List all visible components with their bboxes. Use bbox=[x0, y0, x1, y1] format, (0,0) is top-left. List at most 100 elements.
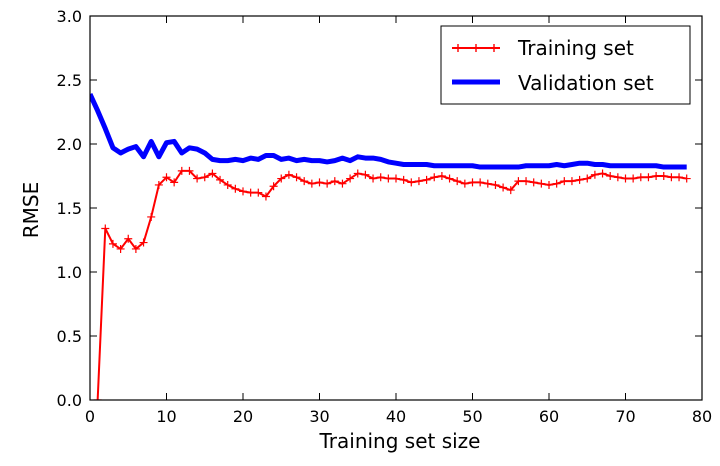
x-tick-label: 50 bbox=[462, 407, 482, 426]
data-point-marker bbox=[659, 172, 668, 180]
data-point-marker bbox=[338, 179, 347, 188]
data-point-marker bbox=[147, 212, 156, 221]
data-point-marker bbox=[353, 169, 362, 178]
data-point-marker bbox=[154, 180, 163, 189]
data-point-marker bbox=[101, 224, 110, 233]
data-point-marker bbox=[292, 173, 301, 182]
data-point-marker bbox=[514, 177, 523, 186]
data-point-marker bbox=[667, 173, 676, 182]
x-tick-label: 80 bbox=[692, 407, 712, 426]
data-point-marker bbox=[239, 187, 247, 196]
data-point-marker bbox=[644, 173, 653, 182]
data-point-marker bbox=[430, 173, 439, 182]
data-point-marker bbox=[330, 177, 339, 186]
data-point-marker bbox=[177, 166, 186, 175]
data-point-marker bbox=[598, 169, 607, 178]
data-point-marker bbox=[422, 175, 431, 184]
data-point-marker bbox=[437, 172, 446, 180]
data-point-marker bbox=[675, 173, 684, 182]
data-point-marker bbox=[315, 178, 324, 187]
data-point-marker bbox=[506, 186, 515, 195]
data-point-marker bbox=[552, 179, 561, 188]
data-point-marker bbox=[529, 178, 538, 187]
data-point-marker bbox=[606, 172, 615, 180]
data-point-marker bbox=[522, 177, 531, 186]
data-point-marker bbox=[376, 173, 385, 182]
data-point-marker bbox=[476, 178, 485, 187]
data-point-marker bbox=[590, 170, 599, 179]
data-point-marker bbox=[124, 234, 133, 243]
data-point-marker bbox=[254, 188, 263, 197]
series-line-1 bbox=[90, 93, 687, 170]
y-tick-label: 2.0 bbox=[57, 135, 82, 154]
data-point-marker bbox=[170, 178, 179, 187]
data-point-marker bbox=[560, 177, 569, 186]
data-point-marker bbox=[300, 177, 309, 186]
data-point-marker bbox=[346, 174, 355, 183]
data-point-marker bbox=[193, 174, 202, 183]
x-axis-title: Training set size bbox=[319, 429, 481, 453]
data-point-marker bbox=[277, 174, 286, 183]
data-point-marker bbox=[139, 238, 148, 247]
data-point-marker bbox=[384, 174, 393, 183]
legend-validation-label: Validation set bbox=[518, 71, 654, 95]
data-point-marker bbox=[652, 172, 661, 180]
series-line-0 bbox=[96, 169, 687, 400]
data-point-marker bbox=[323, 179, 332, 188]
y-tick-label: 0.0 bbox=[57, 391, 82, 410]
x-tick-label: 30 bbox=[309, 407, 329, 426]
y-tick-label: 2.5 bbox=[57, 71, 82, 90]
x-tick-label: 0 bbox=[85, 407, 95, 426]
y-tick-label: 1.5 bbox=[57, 199, 82, 218]
data-point-marker bbox=[399, 175, 408, 184]
data-point-marker bbox=[162, 173, 171, 182]
x-tick-label: 20 bbox=[233, 407, 253, 426]
legend-frame bbox=[440, 25, 691, 105]
plot-area bbox=[90, 93, 691, 400]
data-point-marker bbox=[231, 184, 240, 193]
data-point-marker bbox=[269, 182, 278, 191]
x-tick-label: 70 bbox=[615, 407, 635, 426]
x-tick-label: 40 bbox=[386, 407, 406, 426]
data-point-marker bbox=[483, 179, 492, 188]
data-point-marker bbox=[261, 192, 270, 201]
data-point-marker bbox=[682, 174, 691, 183]
data-point-marker bbox=[116, 244, 125, 253]
data-point-marker bbox=[499, 183, 508, 192]
data-point-marker bbox=[361, 170, 370, 179]
data-point-marker bbox=[131, 244, 140, 253]
data-point-marker bbox=[613, 173, 622, 182]
data-point-marker bbox=[491, 180, 500, 189]
data-point-marker bbox=[460, 179, 469, 188]
data-point-marker bbox=[545, 180, 553, 189]
data-point-marker bbox=[208, 169, 217, 178]
axes-layer: 0 10 20 30 40 50 60 70 80 0.0 0.5 1.0 1.5 2.0 2.5 3.0 bbox=[57, 7, 713, 426]
data-point-marker bbox=[108, 239, 117, 248]
x-tick-label: 10 bbox=[156, 407, 176, 426]
data-point-marker bbox=[223, 180, 232, 189]
y-tick-label: 0.5 bbox=[57, 327, 82, 346]
data-point-marker bbox=[636, 173, 645, 182]
legend-training-marker bbox=[454, 44, 498, 52]
y-tick-label: 1.0 bbox=[57, 263, 82, 282]
x-tick-label: 60 bbox=[539, 407, 559, 426]
y-tick-label: 3.0 bbox=[57, 7, 82, 26]
data-point-marker bbox=[93, 396, 102, 400]
data-point-marker bbox=[216, 175, 225, 184]
data-point-marker bbox=[468, 178, 477, 187]
y-axis-title: RMSE bbox=[19, 182, 43, 238]
data-point-marker bbox=[246, 188, 255, 197]
data-point-marker bbox=[575, 175, 584, 184]
data-point-marker bbox=[407, 178, 416, 187]
data-point-marker bbox=[567, 177, 576, 186]
data-point-marker bbox=[414, 177, 423, 186]
data-point-marker bbox=[621, 174, 630, 183]
data-point-marker bbox=[629, 174, 638, 183]
data-point-marker bbox=[453, 177, 462, 186]
data-point-marker bbox=[445, 174, 454, 183]
series-layer bbox=[90, 93, 691, 400]
data-point-marker bbox=[284, 170, 293, 179]
legend: Training set Validation set bbox=[440, 25, 691, 105]
